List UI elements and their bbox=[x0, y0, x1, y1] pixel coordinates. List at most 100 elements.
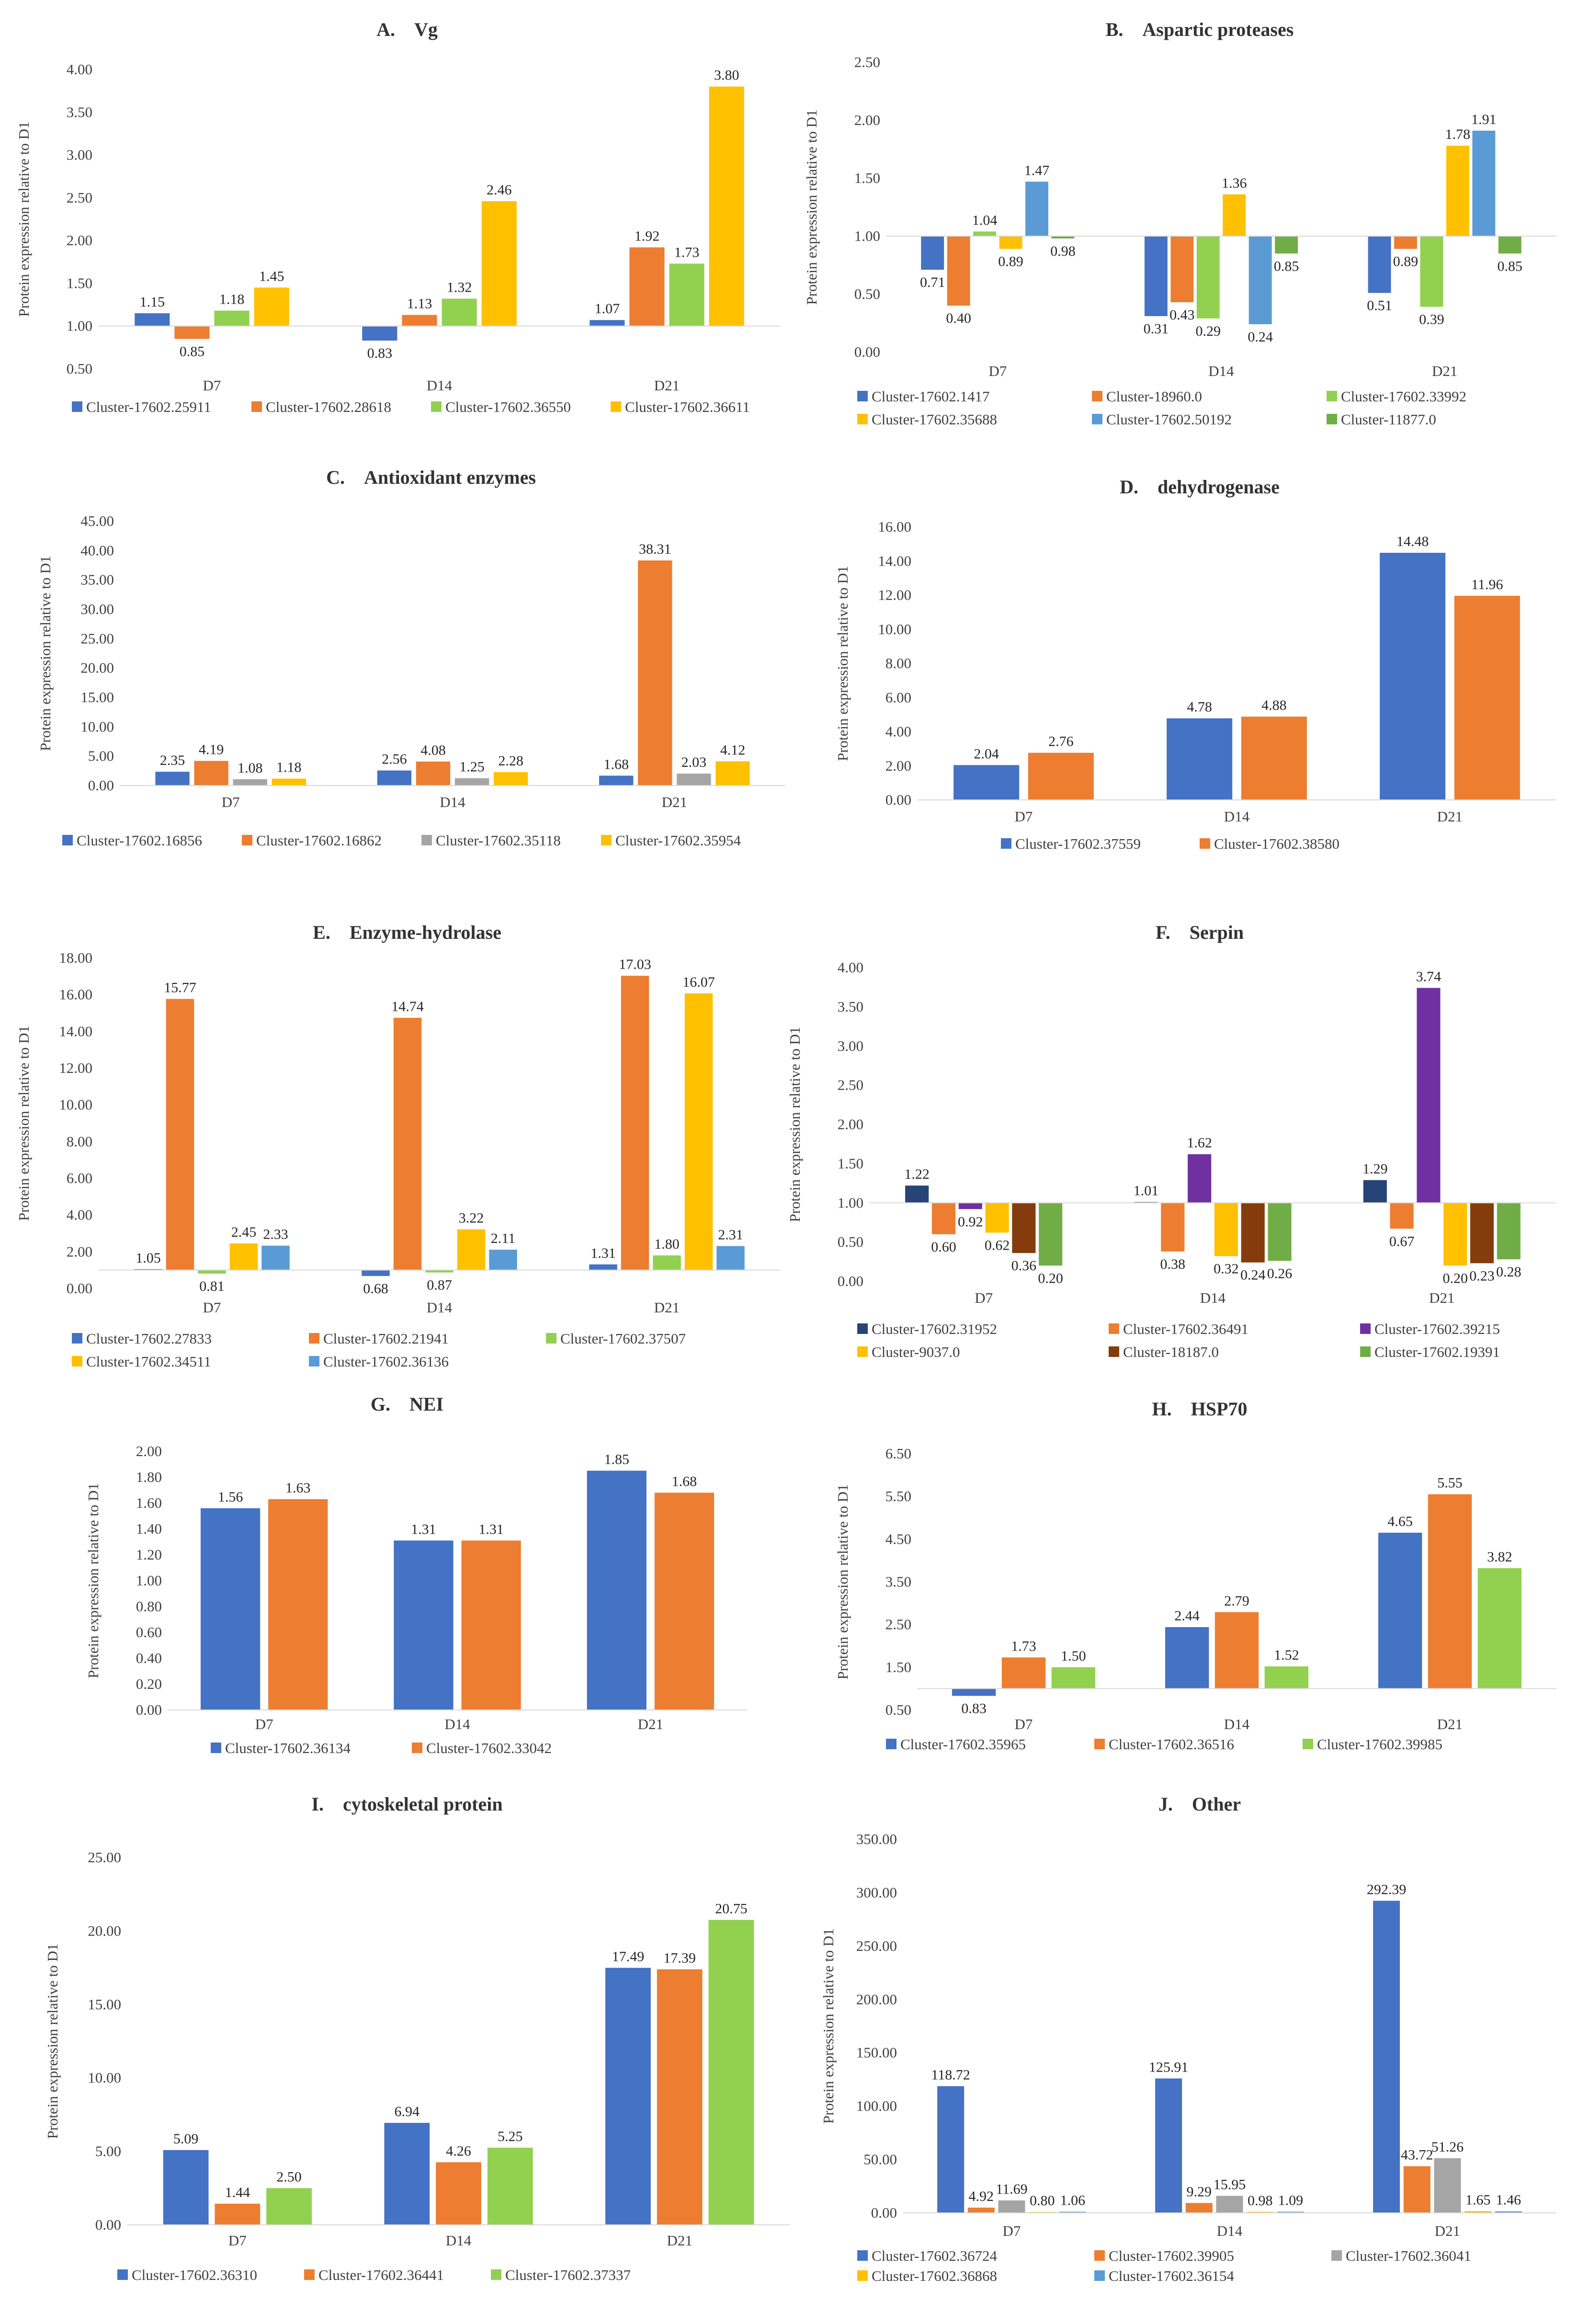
bar bbox=[947, 236, 970, 306]
data-label: 0.40 bbox=[946, 310, 971, 326]
y-tick-label: 8.00 bbox=[885, 655, 911, 672]
y-tick-label: 3.00 bbox=[838, 1037, 863, 1054]
data-label: 1.68 bbox=[603, 756, 629, 772]
data-label: 0.81 bbox=[199, 1278, 225, 1294]
data-label: 4.08 bbox=[420, 742, 446, 758]
y-tick-label: 10.00 bbox=[80, 718, 114, 735]
bar bbox=[1188, 1154, 1212, 1203]
category-label: D7 bbox=[988, 363, 1007, 379]
bar bbox=[1001, 1657, 1046, 1689]
bar bbox=[1241, 717, 1307, 800]
y-tick-label: 0.50 bbox=[67, 360, 92, 377]
bar bbox=[657, 1969, 703, 2225]
data-label: 1.78 bbox=[1445, 126, 1471, 142]
y-tick-label: 1.00 bbox=[136, 1572, 162, 1589]
legend-label: Cluster-17602.37559 bbox=[1015, 835, 1141, 852]
bar bbox=[1378, 1532, 1422, 1689]
legend-label: Cluster-17602.34511 bbox=[86, 1353, 211, 1370]
bar bbox=[416, 761, 451, 786]
data-label: 4.65 bbox=[1387, 1514, 1413, 1529]
y-tick-label: 3.50 bbox=[67, 103, 92, 120]
data-label: 1.25 bbox=[459, 759, 485, 775]
legend-label: Cluster-17602.35118 bbox=[436, 832, 561, 849]
y-tick-label: 30.00 bbox=[80, 601, 114, 617]
data-label: 0.87 bbox=[427, 1277, 452, 1293]
y-tick-label: 0.00 bbox=[95, 2216, 121, 2233]
y-tick-label: 4.00 bbox=[838, 959, 863, 976]
data-label: 1.29 bbox=[1362, 1161, 1388, 1177]
category-label: D14 bbox=[1224, 1716, 1250, 1732]
y-tick-label: 1.20 bbox=[136, 1546, 162, 1563]
bar bbox=[1216, 2196, 1243, 2213]
y-tick-label: 4.00 bbox=[67, 1207, 92, 1223]
y-tick-label: 2.00 bbox=[854, 112, 880, 128]
bar bbox=[621, 976, 649, 1270]
y-tick-label: 4.00 bbox=[885, 723, 911, 740]
legend-swatch bbox=[1360, 1323, 1371, 1334]
data-label: 0.24 bbox=[1248, 329, 1273, 345]
category-label: D7 bbox=[1015, 1716, 1033, 1732]
data-label: 0.36 bbox=[1011, 1258, 1037, 1274]
bar bbox=[481, 201, 517, 326]
legend-label: Cluster-9037.0 bbox=[872, 1344, 960, 1360]
y-tick-label: 10.00 bbox=[59, 1096, 92, 1113]
legend-label: Cluster-17602.31952 bbox=[872, 1321, 997, 1337]
bar bbox=[669, 263, 704, 326]
bar bbox=[1025, 182, 1048, 236]
data-label: 125.91 bbox=[1149, 2059, 1189, 2075]
data-label: 1.56 bbox=[218, 1489, 243, 1505]
panel-title-letter: D. bbox=[1120, 476, 1138, 498]
data-label: 1.22 bbox=[904, 1166, 930, 1182]
y-tick-label: 12.00 bbox=[59, 1059, 92, 1076]
bar bbox=[1167, 718, 1233, 800]
legend-swatch bbox=[1092, 391, 1102, 401]
bar bbox=[590, 320, 625, 326]
bar bbox=[1390, 1203, 1414, 1229]
category-label: D21 bbox=[1432, 363, 1457, 379]
panel-title-text: Serpin bbox=[1190, 922, 1244, 943]
data-label: 1.31 bbox=[590, 1245, 616, 1261]
legend-swatch bbox=[1094, 2270, 1105, 2281]
bar bbox=[487, 2147, 533, 2225]
legend-label: Cluster-17602.36136 bbox=[323, 1353, 449, 1370]
panel-title-letter: F. bbox=[1156, 922, 1170, 943]
data-label: 1.32 bbox=[447, 280, 472, 296]
legend: Cluster-17602.16856 Cluster-17602.16862 Cl… bbox=[62, 832, 741, 849]
bar bbox=[493, 772, 528, 786]
legend-swatch bbox=[546, 1333, 556, 1344]
panel-f: F. Serpin 0.00 0.50 1.00 1.50 2.00 2.50 3.00 3.50… bbox=[786, 922, 1556, 1360]
data-label: 4.78 bbox=[1187, 699, 1212, 715]
y-axis-label: Protein expression relative to D1 bbox=[803, 109, 820, 305]
bar bbox=[1470, 1203, 1494, 1264]
panel-title-letter: H. bbox=[1152, 1398, 1172, 1420]
data-label: 17.49 bbox=[612, 1948, 645, 1964]
data-label: 6.94 bbox=[395, 2104, 420, 2119]
bar bbox=[1472, 130, 1496, 236]
data-label: 0.83 bbox=[961, 1701, 987, 1717]
legend: Cluster-17602.31952 Cluster-17602.36491 Cl… bbox=[857, 1321, 1500, 1360]
category-label: D21 bbox=[1437, 808, 1463, 825]
bar bbox=[268, 1499, 328, 1710]
data-label: 1.31 bbox=[411, 1521, 436, 1537]
data-label: 0.98 bbox=[1050, 243, 1076, 259]
y-tick-label: 1.00 bbox=[67, 318, 92, 334]
legend-swatch bbox=[1303, 1739, 1313, 1749]
data-label: 1.31 bbox=[478, 1521, 504, 1537]
category-label: D14 bbox=[1208, 363, 1234, 379]
data-label: 1.73 bbox=[1011, 1638, 1036, 1654]
data-label: 2.04 bbox=[974, 746, 999, 762]
panel-title-text: Antioxidant enzymes bbox=[364, 467, 536, 488]
legend-label: Cluster-18960.0 bbox=[1106, 388, 1202, 405]
panel-title: F. Serpin bbox=[1156, 922, 1244, 943]
bar bbox=[1417, 988, 1441, 1203]
bar bbox=[1477, 1568, 1522, 1689]
y-tick-label: 2.00 bbox=[67, 1243, 92, 1260]
bar bbox=[952, 1688, 996, 1696]
data-label: 3.82 bbox=[1487, 1549, 1512, 1565]
bar bbox=[377, 770, 412, 786]
legend-label: Cluster-17602.35965 bbox=[900, 1736, 1026, 1753]
data-label: 11.69 bbox=[996, 2181, 1027, 2197]
data-label: 3.74 bbox=[1416, 969, 1441, 985]
y-tick-label: 20.00 bbox=[80, 660, 114, 676]
legend-label: Cluster-17602.36134 bbox=[225, 1740, 351, 1756]
